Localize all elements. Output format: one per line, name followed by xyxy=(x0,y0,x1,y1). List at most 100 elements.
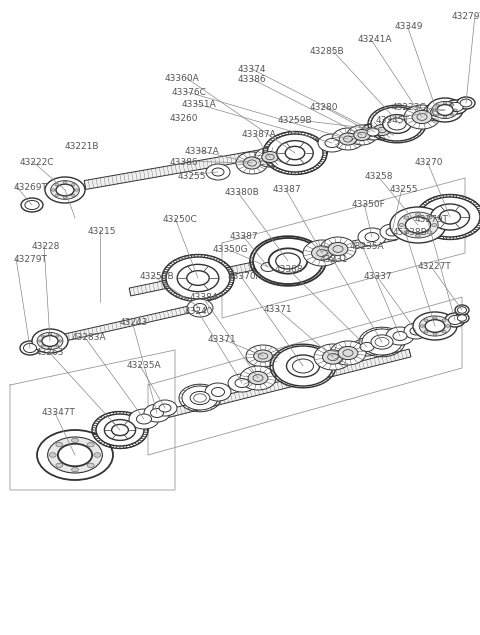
Ellipse shape xyxy=(330,341,366,365)
Text: 43380B: 43380B xyxy=(225,188,260,197)
Ellipse shape xyxy=(75,189,79,191)
Ellipse shape xyxy=(365,232,379,241)
Ellipse shape xyxy=(235,378,249,387)
Text: 43241A: 43241A xyxy=(358,35,393,44)
Ellipse shape xyxy=(390,207,446,243)
Ellipse shape xyxy=(416,213,420,216)
Ellipse shape xyxy=(367,120,397,140)
Ellipse shape xyxy=(383,115,411,133)
Ellipse shape xyxy=(205,383,231,401)
Ellipse shape xyxy=(406,217,431,233)
Ellipse shape xyxy=(303,240,341,266)
Ellipse shape xyxy=(451,114,454,116)
Ellipse shape xyxy=(432,224,437,227)
Ellipse shape xyxy=(87,463,94,467)
Ellipse shape xyxy=(455,305,469,315)
Text: 43374: 43374 xyxy=(238,65,266,74)
Text: 43371: 43371 xyxy=(208,335,237,344)
Ellipse shape xyxy=(41,335,44,337)
Text: 43387A: 43387A xyxy=(185,147,220,156)
Ellipse shape xyxy=(332,128,364,150)
Ellipse shape xyxy=(427,216,432,219)
Ellipse shape xyxy=(273,346,333,386)
Ellipse shape xyxy=(228,374,256,392)
Ellipse shape xyxy=(367,128,379,136)
Ellipse shape xyxy=(436,114,439,116)
Text: 43260: 43260 xyxy=(170,114,199,123)
Ellipse shape xyxy=(325,138,339,147)
Ellipse shape xyxy=(433,109,436,111)
Text: 43384: 43384 xyxy=(190,293,218,302)
Text: 43388: 43388 xyxy=(275,265,304,274)
Ellipse shape xyxy=(45,177,85,203)
Ellipse shape xyxy=(404,105,440,129)
Text: 43283A: 43283A xyxy=(72,333,107,342)
Ellipse shape xyxy=(287,355,320,377)
Ellipse shape xyxy=(177,264,219,291)
Ellipse shape xyxy=(427,98,463,122)
Ellipse shape xyxy=(55,194,59,197)
Text: 43279T: 43279T xyxy=(415,215,449,224)
Ellipse shape xyxy=(445,313,465,327)
Ellipse shape xyxy=(361,124,385,140)
Text: 43221B: 43221B xyxy=(65,142,99,151)
Ellipse shape xyxy=(63,196,67,199)
Text: 43387A: 43387A xyxy=(242,130,277,139)
Ellipse shape xyxy=(72,184,75,186)
Polygon shape xyxy=(44,304,201,345)
Ellipse shape xyxy=(371,107,423,141)
Text: 43259B: 43259B xyxy=(278,116,312,125)
Text: 43376C: 43376C xyxy=(172,88,207,97)
Ellipse shape xyxy=(236,152,268,174)
Ellipse shape xyxy=(347,125,377,145)
Ellipse shape xyxy=(267,134,323,172)
Polygon shape xyxy=(84,135,343,189)
Ellipse shape xyxy=(446,324,450,327)
Text: 43255: 43255 xyxy=(390,185,419,194)
Ellipse shape xyxy=(56,335,59,337)
Ellipse shape xyxy=(460,99,472,107)
Ellipse shape xyxy=(144,404,170,422)
Ellipse shape xyxy=(190,391,210,404)
Text: 43258: 43258 xyxy=(365,172,394,181)
Ellipse shape xyxy=(457,315,467,321)
Ellipse shape xyxy=(404,216,409,219)
Ellipse shape xyxy=(206,164,230,180)
Text: 43279T: 43279T xyxy=(14,255,48,264)
Ellipse shape xyxy=(454,109,457,111)
Ellipse shape xyxy=(42,336,58,347)
Ellipse shape xyxy=(262,152,278,163)
Ellipse shape xyxy=(404,323,428,339)
Ellipse shape xyxy=(56,463,63,467)
Ellipse shape xyxy=(425,319,445,332)
Ellipse shape xyxy=(437,105,453,116)
Text: 43228: 43228 xyxy=(32,242,60,251)
Ellipse shape xyxy=(413,312,457,340)
Text: 43270: 43270 xyxy=(415,158,444,167)
Ellipse shape xyxy=(269,248,307,274)
Text: 43285B: 43285B xyxy=(310,47,345,56)
Ellipse shape xyxy=(240,366,276,390)
Ellipse shape xyxy=(412,110,432,124)
Ellipse shape xyxy=(320,237,356,261)
Ellipse shape xyxy=(212,168,224,176)
Ellipse shape xyxy=(96,414,144,446)
Ellipse shape xyxy=(338,347,358,359)
Text: 43250C: 43250C xyxy=(163,215,198,224)
Ellipse shape xyxy=(56,443,63,447)
Ellipse shape xyxy=(72,467,78,472)
Polygon shape xyxy=(129,232,397,296)
Ellipse shape xyxy=(38,340,41,342)
Ellipse shape xyxy=(253,350,272,362)
Text: 43345T: 43345T xyxy=(376,116,410,125)
Polygon shape xyxy=(149,349,411,422)
Text: 43347T: 43347T xyxy=(42,408,76,417)
Ellipse shape xyxy=(410,327,422,335)
Ellipse shape xyxy=(399,224,404,227)
Text: 43235A: 43235A xyxy=(350,242,384,251)
Text: 43387: 43387 xyxy=(273,185,301,194)
Ellipse shape xyxy=(25,201,39,210)
Ellipse shape xyxy=(431,107,444,116)
Ellipse shape xyxy=(41,345,44,347)
Ellipse shape xyxy=(72,194,75,197)
